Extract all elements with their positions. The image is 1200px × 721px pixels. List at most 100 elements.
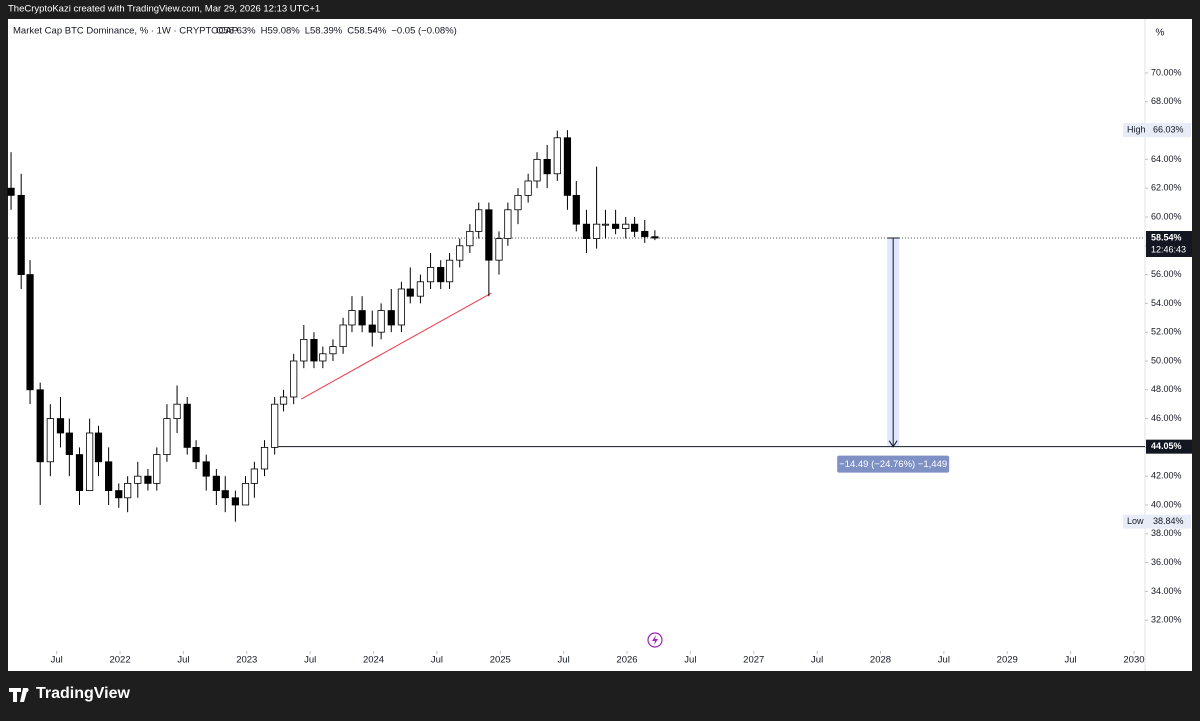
- candle-body: [631, 223, 639, 232]
- candle-body: [271, 403, 279, 448]
- last-price-box: [1146, 231, 1192, 258]
- y-tick-label: 54.00%: [1151, 298, 1182, 308]
- x-tick-label: Jul: [1065, 655, 1077, 666]
- axis-unit: %: [1156, 28, 1165, 39]
- y-tick-label: 70.00%: [1151, 67, 1182, 77]
- candle-body: [202, 461, 210, 477]
- candle-body: [115, 490, 123, 499]
- y-tick-label: 62.00%: [1151, 183, 1182, 193]
- high-marker-box: [1123, 123, 1191, 138]
- x-tick-label: 2029: [997, 655, 1018, 666]
- x-tick-label: Jul: [684, 655, 696, 666]
- level-label-box: [1146, 439, 1192, 454]
- x-tick-label: 2030: [1123, 655, 1144, 666]
- measure-label-box: [837, 455, 950, 473]
- x-tick-label: 2024: [363, 655, 384, 666]
- candle-body: [212, 475, 220, 491]
- candle-body: [94, 432, 103, 463]
- candle-body: [7, 187, 15, 196]
- candle-body: [56, 418, 65, 434]
- x-tick-label: Jul: [811, 655, 823, 666]
- high-marker-value: 66.03%: [1153, 125, 1184, 135]
- candle-body: [592, 223, 601, 239]
- candle-body: [26, 274, 34, 391]
- legend-ohlc: O58.63%: [216, 26, 256, 37]
- chart-area: [8, 19, 1192, 671]
- event-icon[interactable]: [647, 632, 663, 648]
- x-tick-label: 2026: [616, 655, 637, 666]
- candle-body: [514, 194, 522, 211]
- candle-body: [485, 209, 493, 261]
- candle-body: [144, 475, 152, 484]
- candle-body: [572, 194, 580, 225]
- x-tick-label: Jul: [558, 655, 570, 666]
- candle-body: [17, 194, 25, 275]
- candle-body: [495, 238, 503, 261]
- candle-body: [397, 288, 406, 326]
- y-tick-label: 38.00%: [1151, 528, 1182, 538]
- candle-body: [231, 497, 239, 506]
- candle-body: [377, 310, 385, 333]
- candle-body: [524, 180, 532, 196]
- credit: TheCryptoKazi created with TradingView.c…: [8, 4, 320, 15]
- y-tick-label: 50.00%: [1151, 355, 1182, 365]
- candle-body: [622, 223, 630, 229]
- measure-label: −14.49 (−24.76%) −1,449: [839, 459, 947, 470]
- candle-body: [611, 223, 620, 229]
- y-tick-label: 60.00%: [1151, 211, 1182, 221]
- x-tick-label: Jul: [938, 655, 950, 666]
- candle-body: [339, 324, 347, 347]
- candle-body: [543, 158, 551, 175]
- candle-body: [46, 418, 54, 463]
- candle-body: [553, 137, 561, 175]
- y-tick-label: 40.00%: [1151, 499, 1182, 509]
- candle-body: [387, 310, 395, 326]
- x-tick-label: Jul: [431, 655, 443, 666]
- x-tick-label: 2027: [743, 655, 764, 666]
- candle-body: [75, 454, 84, 491]
- high-marker-label: High: [1127, 125, 1146, 135]
- candle-body: [358, 310, 366, 326]
- brand: TradingView: [36, 685, 131, 702]
- brand-logo: [9, 688, 29, 702]
- candle-body: [348, 310, 356, 326]
- x-tick-label: 2025: [490, 655, 511, 666]
- candle-body: [300, 338, 308, 362]
- candle-body: [290, 360, 298, 398]
- low-marker-label: Low: [1127, 516, 1144, 526]
- x-tick-label: 2022: [109, 655, 130, 666]
- candle-body: [86, 432, 94, 491]
- y-tick-label: 32.00%: [1151, 615, 1182, 625]
- candle-body: [173, 403, 181, 419]
- last-price-label: 58.54%: [1151, 232, 1182, 242]
- candle-body: [329, 346, 337, 355]
- candle-body: [445, 259, 454, 283]
- candle-body: [192, 446, 200, 463]
- candle-body: [651, 236, 659, 239]
- low-marker-value: 38.84%: [1153, 516, 1184, 526]
- x-tick-label: Jul: [177, 655, 189, 666]
- candle-body: [504, 209, 512, 239]
- legend-ohlc: −0.05 (−0.08%): [391, 26, 457, 37]
- candle-body: [183, 403, 191, 448]
- candle-body: [456, 245, 464, 261]
- candle-body: [310, 338, 318, 362]
- level-label: 44.05%: [1151, 441, 1182, 451]
- candle-body: [124, 482, 132, 499]
- candle-body: [563, 137, 572, 196]
- low-marker-box: [1123, 514, 1191, 529]
- event-bolt: [652, 635, 658, 645]
- x-tick-label: Jul: [51, 655, 63, 666]
- y-tick-label: 48.00%: [1151, 384, 1182, 394]
- candle-body: [533, 158, 541, 182]
- candle-body: [475, 209, 483, 232]
- trendline: [301, 292, 492, 400]
- candle-body: [65, 432, 73, 455]
- candle-body: [153, 454, 161, 484]
- y-tick-label: 56.00%: [1151, 269, 1182, 279]
- y-tick-label: 42.00%: [1151, 471, 1182, 481]
- candle-body: [221, 490, 229, 499]
- candle-body: [105, 461, 113, 491]
- candle-body: [582, 223, 591, 239]
